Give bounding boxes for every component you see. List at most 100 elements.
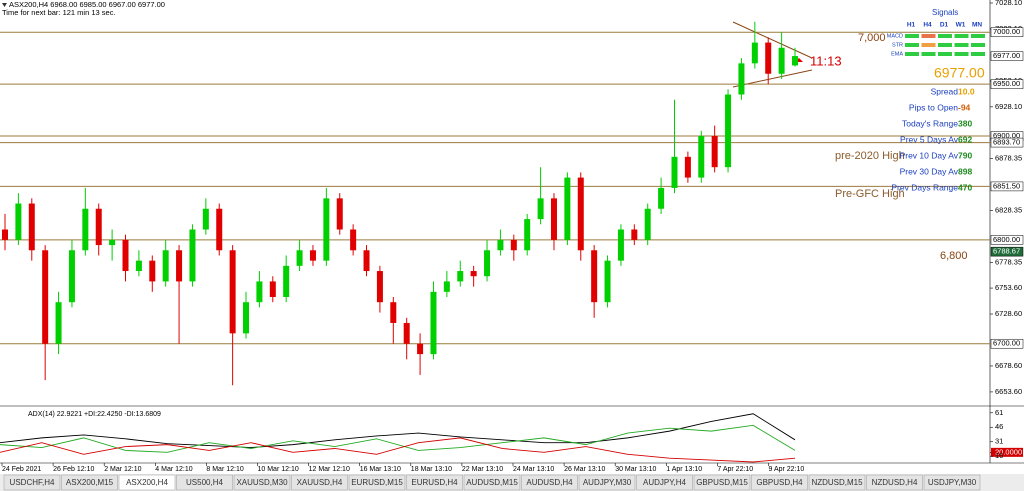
- info-value: -94: [958, 102, 971, 112]
- tab[interactable]: [233, 474, 291, 491]
- candle-body: [283, 265, 290, 297]
- level-label: 6950.00: [993, 79, 1020, 88]
- level-label-box: [990, 235, 1024, 245]
- y-tick-label: 7028.10: [995, 0, 1022, 7]
- tab-label[interactable]: USDJPY,M30: [928, 478, 977, 487]
- tab[interactable]: [751, 474, 808, 491]
- signal-cell: [938, 34, 952, 38]
- tab[interactable]: [61, 474, 118, 491]
- y-tick-label: 6878.35: [995, 154, 1022, 163]
- candle-body: [176, 250, 183, 282]
- candle-body: [430, 291, 437, 355]
- candle-body: [15, 203, 22, 240]
- adx-label-box: [991, 447, 1023, 457]
- tab-label[interactable]: GBPUSD,H4: [756, 478, 803, 487]
- tab-label[interactable]: XAUUSD,M30: [236, 478, 288, 487]
- tab[interactable]: [3, 474, 61, 491]
- x-tick-label: 26 Feb 12:10: [53, 466, 94, 473]
- candle-body: [524, 219, 531, 251]
- candle-body: [550, 198, 557, 240]
- signals-row: MACD: [887, 33, 903, 39]
- tab-label[interactable]: AUDUSD,H4: [526, 478, 573, 487]
- candle-body: [269, 281, 276, 297]
- tab[interactable]: [693, 474, 751, 491]
- adx-line: [0, 437, 796, 463]
- annotation: 7,000: [858, 32, 886, 44]
- candle-body: [149, 260, 156, 282]
- tab-label[interactable]: US500,H4: [186, 478, 223, 487]
- candle-body: [537, 198, 544, 220]
- adx-line: [0, 413, 796, 448]
- info-label: Prev Days Range: [891, 182, 958, 192]
- annotation: 11:13: [810, 53, 842, 68]
- candle-body: [189, 229, 196, 282]
- x-tick-label: 12 Mar 12:10: [309, 466, 350, 473]
- tab[interactable]: [118, 474, 176, 491]
- tab-label[interactable]: USDCHF,H4: [10, 478, 55, 487]
- candle-body: [42, 250, 49, 344]
- candle-body: [256, 281, 263, 303]
- y-tick-label: 6928.10: [995, 102, 1022, 111]
- tab-label[interactable]: AUDJPY,H4: [643, 478, 687, 487]
- candle-body: [751, 42, 758, 64]
- y-tick-label: 6653.60: [995, 387, 1022, 396]
- tab-label[interactable]: AUDUSD,M15: [466, 478, 518, 487]
- signal-cell: [938, 43, 952, 47]
- signal-cell: [921, 52, 936, 56]
- info-label: Prev 30 Day Av: [900, 166, 959, 176]
- x-tick-label: 9 Apr 22:10: [769, 466, 805, 473]
- tab-label[interactable]: AUDJPY,M30: [583, 478, 632, 487]
- candle-body: [323, 198, 330, 261]
- tab-label[interactable]: EURUSD,M15: [351, 478, 403, 487]
- tab[interactable]: [291, 474, 348, 491]
- candle-body: [577, 177, 584, 251]
- candle-body: [470, 271, 477, 277]
- signal-cell: [971, 52, 985, 56]
- tab[interactable]: [866, 474, 923, 491]
- chart-subtitle: Time for next bar: 121 min 13 sec.: [2, 8, 116, 17]
- tab-label[interactable]: XAUUSD,H4: [297, 478, 343, 487]
- candle-body: [336, 198, 343, 230]
- signal-cell: [954, 34, 969, 38]
- tab[interactable]: [578, 474, 636, 491]
- tab[interactable]: [521, 474, 578, 491]
- signal-cell: [905, 43, 919, 47]
- adx-line: [0, 424, 796, 453]
- tab[interactable]: [406, 474, 463, 491]
- candle-body: [698, 136, 705, 178]
- tab[interactable]: [463, 474, 521, 491]
- info-value: 692: [958, 134, 972, 144]
- tab[interactable]: [808, 474, 866, 491]
- tab-label[interactable]: ASX200,H4: [126, 478, 168, 487]
- candle-body: [82, 208, 89, 251]
- candle-body: [216, 208, 223, 251]
- tab[interactable]: [348, 474, 406, 491]
- candle-body: [617, 229, 624, 261]
- info-value: 790: [958, 150, 972, 160]
- candle-body: [510, 239, 517, 251]
- tab-label[interactable]: ASX200,M15: [66, 478, 114, 487]
- tab-label[interactable]: NZDUSD,H4: [872, 478, 918, 487]
- signals-row: EMA: [891, 51, 903, 57]
- y-tick-label: 6678.60: [995, 361, 1022, 370]
- signals-column: H4: [923, 22, 932, 29]
- tab-label[interactable]: GBPUSD,M15: [696, 478, 748, 487]
- tab[interactable]: [636, 474, 693, 491]
- signal-cell: [905, 52, 919, 56]
- info-label: Today's Range: [902, 118, 958, 128]
- x-tick-label: 26 Mar 13:10: [564, 466, 605, 473]
- x-tick-label: 24 Mar 13:10: [513, 466, 554, 473]
- tab[interactable]: [923, 474, 981, 491]
- candle-body: [658, 187, 665, 209]
- tab-label[interactable]: NZDUSD,M15: [811, 478, 863, 487]
- x-tick-label: 2 Mar 12:10: [104, 466, 141, 473]
- candle-body: [671, 156, 678, 188]
- x-tick-label: 8 Mar 12:10: [206, 466, 243, 473]
- signal-cell: [954, 52, 969, 56]
- tab[interactable]: [176, 474, 233, 491]
- candle-body: [390, 302, 397, 323]
- info-value: 898: [958, 166, 972, 176]
- price-label-box: [990, 246, 1024, 257]
- tab-label[interactable]: EURUSD,H4: [411, 478, 458, 487]
